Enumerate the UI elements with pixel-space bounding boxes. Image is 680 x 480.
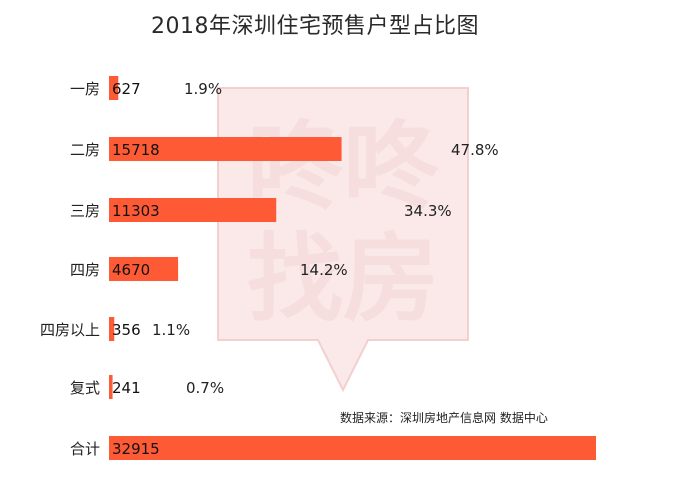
bar: [109, 436, 596, 460]
watermark-text-bottom: 找房: [247, 223, 439, 335]
source-note: 数据来源：深圳房地产信息网 数据中心: [340, 411, 548, 425]
bar-value-label: 15718: [112, 141, 160, 159]
percent-label: 14.2%: [300, 261, 348, 279]
bar-value-label: 11303: [112, 202, 160, 220]
category-label: 二房: [70, 141, 100, 159]
bar: [109, 137, 342, 161]
category-label: 合计: [70, 440, 100, 458]
bar-value-label: 627: [112, 80, 141, 98]
bar-value-label: 241: [112, 379, 141, 397]
chart-title: 2018年深圳住宅预售户型占比图: [151, 14, 479, 39]
bar: [109, 375, 113, 399]
category-label: 三房: [70, 202, 100, 220]
watermark-badge: [217, 87, 469, 393]
percent-label: 0.7%: [186, 379, 224, 397]
category-label: 复式: [70, 379, 100, 397]
percent-label: 47.8%: [451, 141, 499, 159]
percent-label: 34.3%: [404, 202, 452, 220]
watermark-text-top: 咚咚: [247, 111, 440, 223]
bar: [109, 317, 115, 341]
bar-value-label: 4670: [112, 261, 150, 279]
category-label: 一房: [70, 80, 100, 98]
percent-label: 1.9%: [184, 80, 222, 98]
bar: [109, 257, 179, 281]
percent-label: 1.1%: [152, 321, 190, 339]
bar-value-label: 356: [112, 321, 141, 339]
bar-value-label: 32915: [112, 440, 160, 458]
bar: [109, 198, 277, 222]
category-label: 四房以上: [40, 321, 100, 339]
bar: [109, 76, 119, 100]
category-label: 四房: [70, 261, 100, 279]
